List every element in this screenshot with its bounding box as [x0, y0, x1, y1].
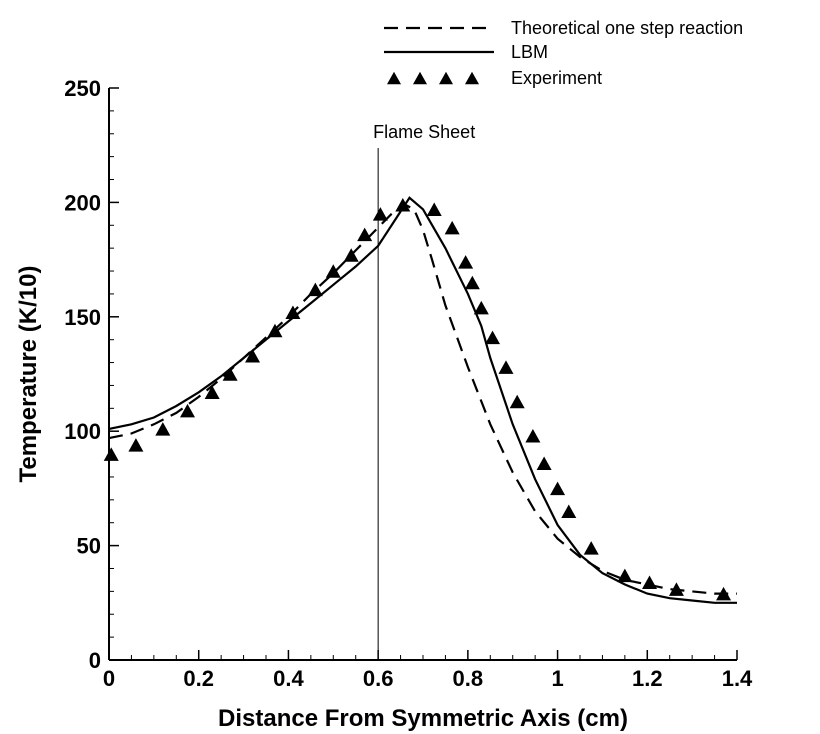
theoretical-series-line: [108, 203, 737, 595]
x-tick-label: 0.4: [273, 666, 304, 691]
x-axis-label: Distance From Symmetric Axis (cm): [218, 705, 628, 732]
legend-label: Experiment: [511, 68, 602, 88]
legend-experiment-marker: [465, 71, 479, 85]
experiment-marker: [716, 586, 732, 601]
experiment-marker: [180, 403, 195, 418]
x-tick-label: 1.4: [722, 666, 753, 691]
experiment-marker: [267, 323, 283, 338]
experiment-marker: [444, 220, 460, 235]
experiment-marker: [617, 568, 633, 583]
y-tick-label: 100: [64, 419, 101, 444]
x-tick-label: 0: [103, 666, 115, 691]
experiment-marker: [583, 541, 599, 555]
x-tick-label: 0.2: [183, 666, 214, 691]
experiment-marker: [285, 305, 301, 319]
experiment-marker: [458, 255, 474, 269]
x-tick-label: 1.2: [632, 666, 663, 691]
experiment-marker: [464, 275, 480, 290]
experiment-marker: [426, 202, 442, 217]
experiment-marker: [498, 360, 514, 374]
experiment-marker: [561, 504, 577, 519]
legend-label: LBM: [511, 42, 548, 62]
experiment-marker: [222, 367, 238, 381]
experiment-marker: [536, 456, 552, 470]
experiment-marker: [204, 385, 220, 400]
experiment-marker: [550, 481, 566, 496]
x-tick-label: 0.8: [453, 666, 484, 691]
y-tick-label: 50: [77, 534, 101, 559]
y-axis-label: Temperature (K/10): [15, 266, 42, 483]
legend: Theoretical one step reaction LBM Experime…: [384, 18, 743, 88]
experiment-marker: [245, 348, 261, 363]
y-tick-label: 200: [64, 190, 101, 215]
y-tick-label: 0: [89, 648, 101, 673]
experiment-marker: [307, 282, 323, 297]
y-tick-label: 150: [64, 305, 101, 330]
experiment-marker: [128, 438, 144, 452]
legend-experiment-marker: [387, 71, 401, 85]
lbm-series-line: [108, 196, 737, 604]
experiment-marker: [395, 197, 411, 212]
legend-experiment-marker: [439, 71, 453, 85]
experiment-marker: [155, 422, 171, 436]
experiment-marker: [103, 447, 119, 461]
x-tick-label: 0.6: [363, 666, 394, 691]
experiment-marker: [525, 429, 541, 443]
experiment-marker: [357, 227, 373, 242]
experiment-marker: [642, 575, 658, 589]
experiment-marker: [325, 264, 341, 278]
experiment-marker: [343, 248, 359, 262]
annotation-group: Flame Sheet: [373, 122, 475, 660]
y-tick-label: 250: [64, 76, 101, 101]
experiment-marker: [372, 207, 388, 221]
axes-group: 0 0.2 0.4 0.6 0.8 1 1.2 1.4 0 50 100 150 200 250 Dista…: [15, 76, 753, 732]
experiment-marker: [473, 300, 489, 315]
x-tick-label: 1: [551, 666, 563, 691]
series-group: [103, 196, 737, 604]
experiment-marker: [668, 582, 684, 596]
experiment-marker: [509, 394, 525, 409]
flame-sheet-label: Flame Sheet: [373, 122, 475, 142]
legend-label: Theoretical one step reaction: [511, 18, 743, 38]
legend-experiment-marker: [413, 71, 427, 85]
experiment-marker: [485, 330, 501, 345]
